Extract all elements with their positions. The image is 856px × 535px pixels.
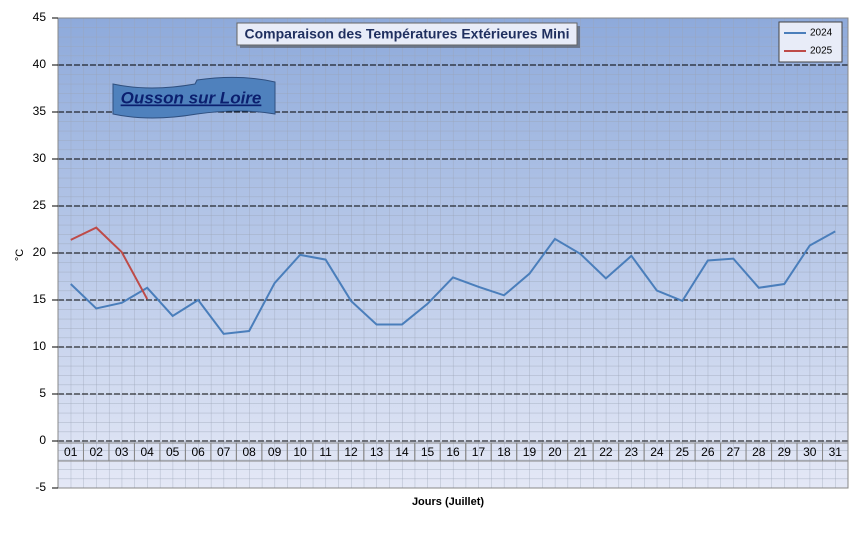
title-box [236,22,578,46]
x-tick-label: 11 [319,445,332,459]
x-tick-label: 13 [370,445,384,459]
y-tick-label: 30 [33,151,47,165]
y-tick-label: 40 [33,57,47,71]
x-axis-label: Jours (Juillet) [412,496,484,508]
x-tick-label: 20 [548,445,562,459]
x-tick-label: 09 [268,445,282,459]
y-tick-label: 45 [33,10,47,24]
y-tick-label: 35 [33,104,47,118]
x-tick-label: 21 [574,445,588,459]
x-tick-label: 15 [421,445,435,459]
x-tick-label: 17 [472,445,486,459]
x-tick-label: 05 [166,445,180,459]
y-tick-label: 25 [33,198,47,212]
y-tick-label: 10 [33,339,47,353]
x-tick-label: 04 [141,445,155,459]
x-tick-label: 29 [778,445,792,459]
x-tick-label: 07 [217,445,231,459]
x-tick-label: 01 [64,445,78,459]
x-tick-label: 24 [650,445,664,459]
y-tick-label: 0 [39,433,46,447]
annotation: Ousson sur Loire [121,88,262,107]
x-tick-label: 31 [829,445,843,459]
x-tick-label: 28 [752,445,766,459]
x-tick-label: 03 [115,445,129,459]
annotation-banner [112,76,276,119]
series-line [70,226,149,300]
x-tick-label: 26 [701,445,715,459]
y-tick-label: 15 [33,292,47,306]
category-cell [822,442,849,462]
x-tick-label: 06 [191,445,205,459]
x-tick-label: 30 [803,445,817,459]
x-tick-label: 23 [625,445,639,459]
x-tick-label: 25 [676,445,690,459]
x-tick-label: 12 [344,445,358,459]
x-tick-label: 10 [293,445,307,459]
y-axis-label: °C [14,249,26,261]
legend-box [778,21,843,63]
y-tick-label: 5 [39,386,46,400]
legend-label: 2024 [810,28,833,39]
x-tick-label: 08 [242,445,256,459]
y-tick-label: 20 [33,245,47,259]
chart-title: Comparaison des Températures Extérieures… [245,26,570,42]
x-tick-label: 27 [727,445,741,459]
y-tick-label: -5 [35,480,46,494]
x-tick-label: 16 [446,445,460,459]
series-line [70,230,836,335]
x-tick-label: 18 [497,445,511,459]
x-tick-label: 19 [523,445,537,459]
legend-label: 2025 [810,46,833,57]
x-tick-label: 22 [599,445,613,459]
x-tick-label: 02 [90,445,104,459]
x-tick-label: 14 [395,445,409,459]
